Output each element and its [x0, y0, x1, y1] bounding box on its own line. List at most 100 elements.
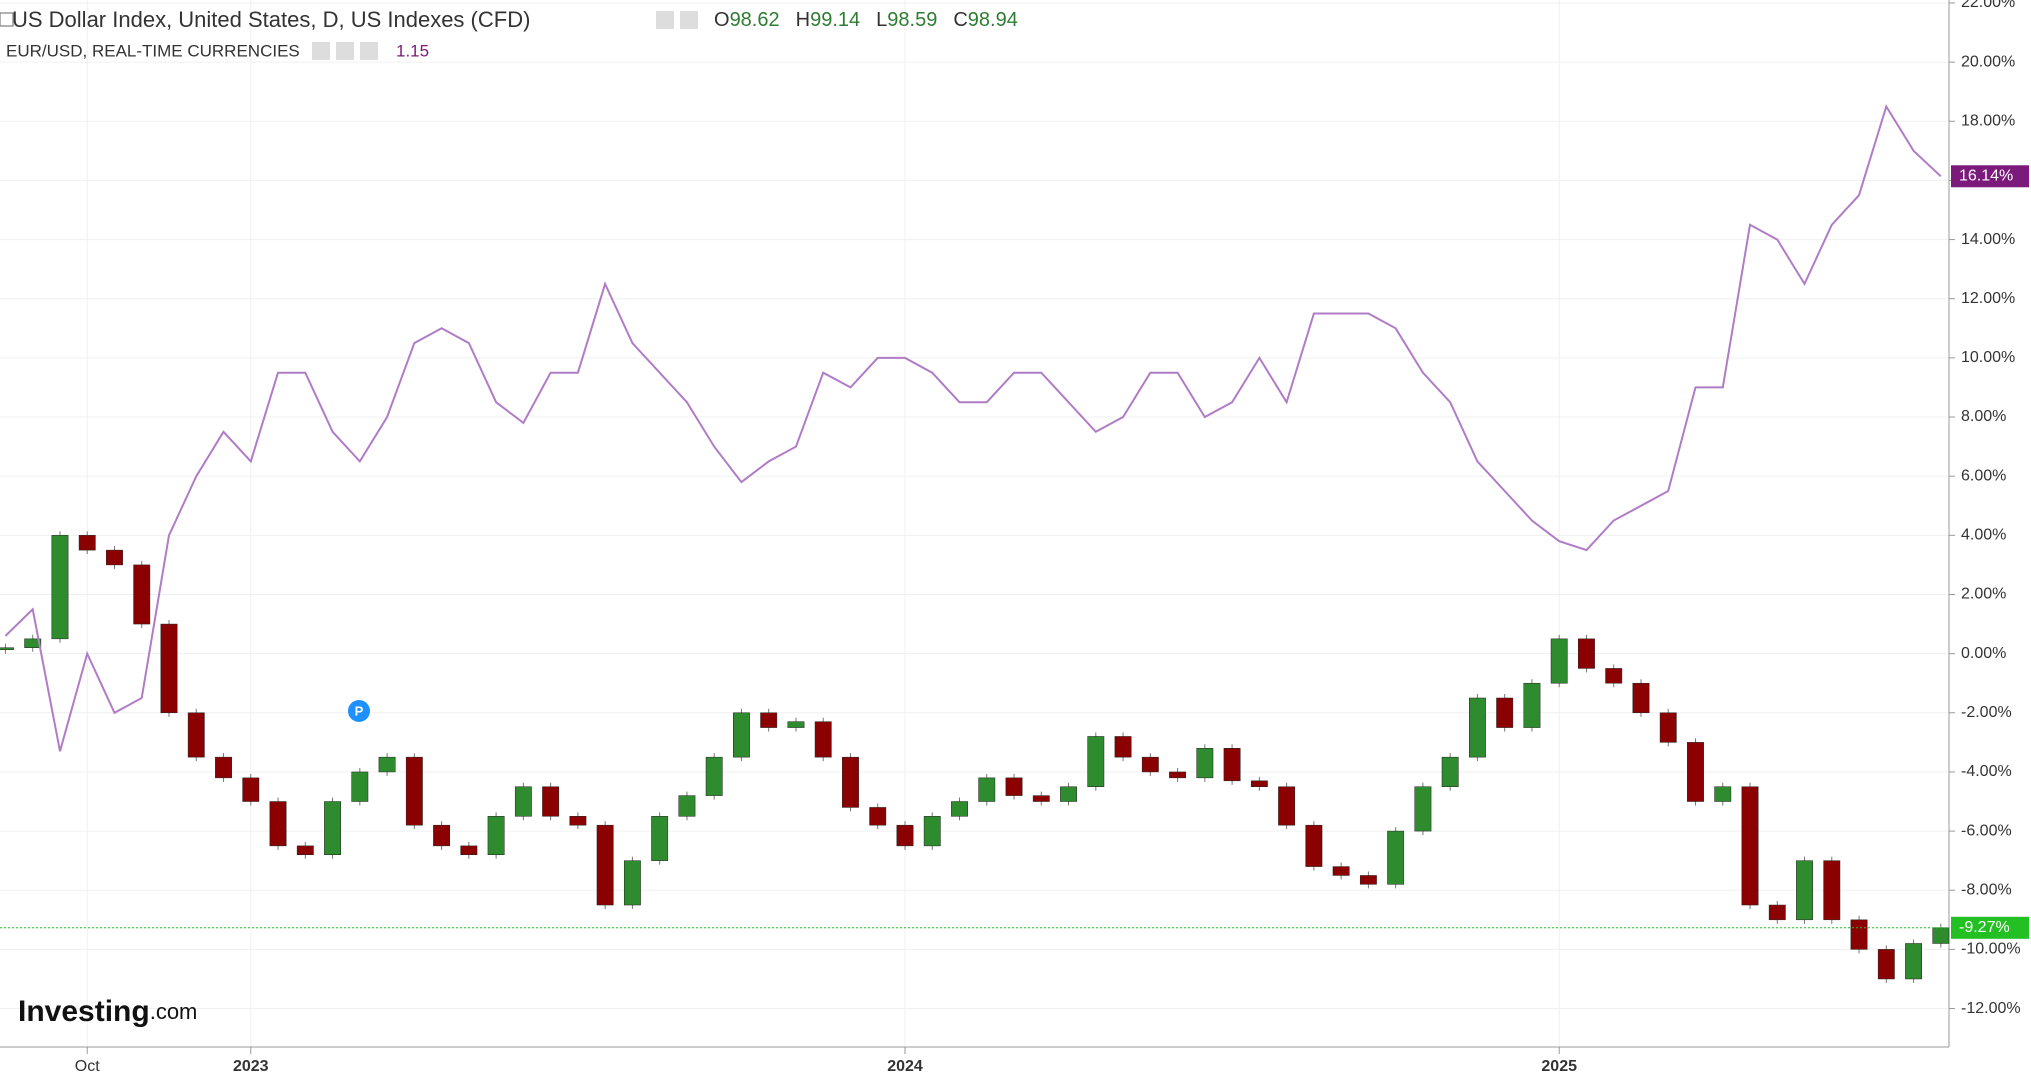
- annotation-marker: [348, 700, 370, 722]
- header-text: O: [714, 9, 730, 31]
- y-tick-label: 4.00%: [1961, 527, 2006, 544]
- y-tick-label: 18.00%: [1961, 112, 2015, 129]
- candle-body: [1932, 927, 1950, 944]
- y-tick-label: 10.00%: [1961, 349, 2015, 366]
- candle-body: [1250, 780, 1268, 787]
- x-tick-label: 2023: [233, 1058, 269, 1075]
- last-value-tag: [1951, 165, 2029, 188]
- candle-body: [1687, 742, 1704, 802]
- candle-body: [869, 807, 887, 826]
- candle-body: [1632, 682, 1650, 714]
- candle-body: [1468, 697, 1486, 758]
- header-text: H: [796, 9, 810, 31]
- candle-body: [705, 756, 723, 796]
- candle-body: [842, 756, 859, 808]
- candle-body: [1169, 771, 1187, 779]
- header-text: 98.94: [968, 9, 1018, 31]
- candle-body: [460, 845, 478, 856]
- last-price: 1.15: [396, 41, 429, 60]
- candle-body: [1387, 830, 1405, 885]
- candle-body: [1414, 786, 1432, 832]
- y-tick-label: 2.00%: [1961, 586, 2006, 603]
- candle-body: [351, 771, 369, 802]
- candle-body: [1550, 638, 1568, 684]
- candle-body: [1796, 860, 1813, 921]
- candle-body: [1441, 756, 1459, 787]
- settings-icon[interactable]: [360, 42, 378, 60]
- candle-body: [1087, 736, 1105, 787]
- candle-body: [1823, 860, 1841, 921]
- y-tick-label: -2.00%: [1961, 704, 2012, 721]
- header-text: 99.14: [810, 9, 860, 31]
- candle-body: [1305, 824, 1323, 867]
- y-tick-label: -8.00%: [1961, 881, 2012, 898]
- y-tick-label: 8.00%: [1961, 408, 2006, 425]
- candle-body: [896, 824, 914, 847]
- line: [4, 104, 1942, 752]
- series-title: EUR/USD, REAL-TIME CURRENCIES: [6, 41, 300, 60]
- candle-body: [542, 786, 560, 817]
- candle-body: [405, 756, 423, 826]
- candle-body: [1060, 786, 1077, 802]
- candle-body: [242, 777, 260, 802]
- candle-body: [433, 824, 451, 847]
- header-text: .com: [150, 999, 198, 1024]
- candle-body: [596, 824, 614, 906]
- collapse-icon: [0, 12, 14, 27]
- candle-body: [1905, 943, 1922, 980]
- header-text: Investing: [18, 995, 150, 1028]
- candle-body: [678, 795, 696, 817]
- candle-body: [1496, 697, 1514, 728]
- settings-icon[interactable]: [336, 42, 354, 60]
- y-tick-label: -12.00%: [1961, 1000, 2021, 1017]
- candle-body: [1223, 748, 1241, 782]
- candle-body: [623, 860, 641, 906]
- candle-body: [1278, 786, 1296, 826]
- settings-icon[interactable]: [656, 11, 674, 29]
- y-tick-label: 22.00%: [1961, 0, 2015, 11]
- candle-body: [1196, 748, 1214, 779]
- candle-body: [923, 816, 941, 847]
- settings-icon[interactable]: [312, 42, 330, 60]
- x-tick-label: 2025: [1541, 1058, 1577, 1075]
- candle-body: [1332, 866, 1350, 876]
- candle-body: [814, 721, 832, 758]
- candle-body: [651, 816, 669, 861]
- header-text: L: [876, 9, 887, 31]
- last-value-label: -9.27%: [1959, 919, 2010, 936]
- candle-body: [1605, 668, 1623, 684]
- candle-body: [1005, 777, 1023, 796]
- y-tick-label: 14.00%: [1961, 231, 2015, 248]
- candle-body: [1114, 736, 1132, 758]
- candle-body: [487, 816, 505, 856]
- candle-body: [324, 801, 341, 856]
- header-text: 98.62: [730, 9, 780, 31]
- candle-body: [106, 549, 123, 566]
- candle-body: [978, 777, 996, 802]
- candle-body: [1032, 795, 1050, 802]
- last-value-tag: [1951, 916, 2029, 939]
- quote: O98.62 H99.14 L98.59 C98.94: [714, 9, 1018, 31]
- candle-body: [1359, 875, 1377, 885]
- candle-body: [569, 816, 587, 826]
- candle-body: [24, 638, 42, 648]
- header-text: C: [953, 9, 967, 31]
- candle-body: [133, 564, 151, 625]
- settings-icon[interactable]: [680, 11, 698, 29]
- candle-body: [378, 756, 396, 773]
- brand: Investing.com: [18, 995, 197, 1028]
- y-tick-label: -10.00%: [1961, 941, 2021, 958]
- candle-body: [1768, 904, 1786, 921]
- y-tick-label: 12.00%: [1961, 290, 2015, 307]
- candle-body: [1714, 786, 1732, 802]
- candle-body: [1659, 712, 1677, 743]
- last-value-label: 16.14%: [1959, 167, 2013, 184]
- candle-body: [160, 623, 178, 714]
- y-tick-label: 0.00%: [1961, 645, 2006, 662]
- y-tick-label: -6.00%: [1961, 822, 2012, 839]
- y-tick-label: -4.00%: [1961, 763, 2012, 780]
- candle-body: [1877, 949, 1895, 980]
